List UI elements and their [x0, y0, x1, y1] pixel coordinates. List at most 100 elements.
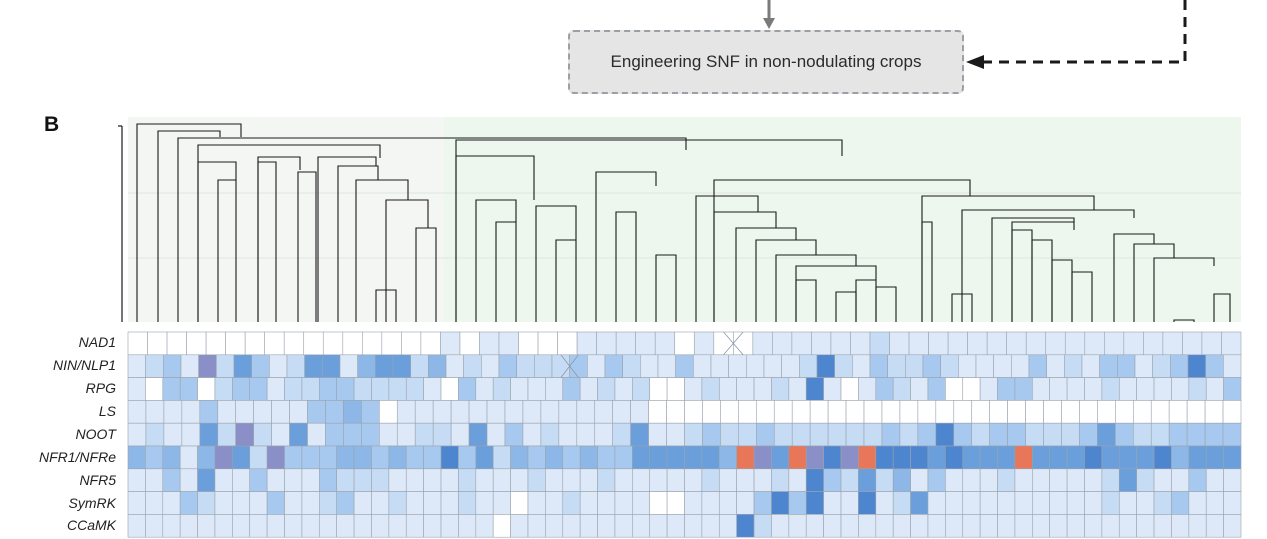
heatmap-cell: [405, 491, 424, 515]
gene-label-nfr1-nfre: NFR1/NFRe: [38, 449, 116, 465]
dendrogram-link: [177, 137, 687, 322]
heatmap-cell: [958, 354, 977, 378]
heatmap-cell: [684, 400, 703, 424]
heatmap-cell: [458, 514, 477, 538]
heatmap-cell: [693, 354, 712, 378]
heatmap-cell: [979, 445, 998, 470]
heatmap-cell: [910, 445, 929, 470]
heatmap-cell: [997, 377, 1016, 401]
heatmap-cell: [388, 377, 407, 401]
dendrogram-link: [217, 179, 237, 322]
heatmap-cell: [405, 468, 424, 492]
heatmap-cell: [736, 491, 755, 515]
heatmap-cell: [336, 468, 355, 492]
dendrogram-link: [1173, 319, 1195, 322]
heatmap-cell: [614, 491, 633, 515]
heatmap-cell: [718, 468, 737, 492]
heatmap-cell: [458, 468, 477, 492]
heatmap-cell: [746, 354, 765, 378]
heatmap-cell: [1032, 377, 1051, 401]
heatmap-cell: [145, 354, 164, 378]
heatmap-cell: [718, 514, 737, 538]
heatmap-cell: [945, 491, 964, 515]
heatmap-cell: [1066, 445, 1085, 470]
dendrogram-link: [535, 205, 577, 322]
heatmap-cell: [558, 400, 578, 424]
heatmap-cell: [720, 422, 739, 447]
heatmap-cell: [322, 331, 344, 356]
heatmap-cell: [127, 331, 148, 356]
heatmap-cell: [823, 491, 842, 515]
dendrogram-link: [713, 211, 777, 322]
heatmap-cell: [713, 331, 734, 356]
dendrogram-link: [1113, 233, 1155, 322]
heatmap-cell: [1049, 514, 1068, 538]
heatmap-cell: [1205, 514, 1224, 538]
heatmap-cell: [551, 354, 570, 378]
heatmap-cell: [597, 514, 616, 538]
heatmap-cell: [1115, 422, 1134, 447]
heatmap-cell: [1223, 468, 1242, 492]
heatmap-cell: [432, 400, 452, 424]
heatmap-cell: [342, 331, 363, 356]
heatmap-cell: [284, 468, 303, 492]
feedback-dashed-line: [980, 0, 1187, 64]
heatmap-cell: [1223, 354, 1242, 378]
heatmap-cell: [899, 422, 919, 447]
heatmap-cell: [1066, 514, 1085, 538]
heatmap-cell: [632, 445, 651, 470]
heatmap-cell: [353, 445, 372, 470]
gene-label-symrk: SymRK: [68, 495, 116, 511]
heatmap-cell: [545, 491, 564, 515]
heatmap-cell: [127, 377, 146, 401]
heatmap-cell: [325, 400, 344, 424]
heatmap-cell: [199, 422, 219, 447]
heatmap-cell: [1188, 468, 1207, 492]
heatmap-cell: [756, 400, 775, 424]
panel-label: B: [44, 113, 60, 136]
heatmap-cell: [684, 445, 703, 470]
heatmap-cell: [162, 514, 181, 538]
heatmap-cell: [1171, 468, 1190, 492]
heatmap-cell: [1025, 422, 1044, 447]
heatmap-cell: [971, 422, 990, 447]
heatmap-cell: [510, 468, 529, 492]
heatmap-cell: [271, 422, 290, 447]
dendrogram-link: [795, 279, 817, 322]
heatmap-cell: [301, 377, 320, 401]
heatmap-cell: [388, 468, 407, 492]
heatmap-cell: [423, 514, 442, 538]
dendrogram-link: [355, 179, 409, 322]
heatmap-cell: [162, 491, 181, 515]
heatmap-cell: [410, 354, 429, 378]
heatmap-cell: [753, 377, 772, 401]
heatmap-cell: [889, 331, 910, 356]
heatmap-cell: [858, 377, 877, 401]
heatmap-cell: [1204, 400, 1224, 424]
heatmap-cell: [823, 377, 842, 401]
heatmap-cell: [693, 331, 715, 356]
heatmap-cell: [336, 514, 355, 538]
heatmap-cell: [962, 377, 981, 401]
heatmap-cell: [657, 354, 676, 378]
dendrogram-link: [1153, 257, 1215, 322]
heatmap-cell: [147, 331, 168, 356]
heatmap-cell: [537, 331, 558, 356]
heatmap-cell: [596, 331, 617, 356]
heatmap-cell: [492, 445, 511, 470]
heatmap-cell: [1097, 400, 1116, 424]
heatmap-cell: [1049, 468, 1068, 492]
heatmap-cell: [1171, 491, 1190, 515]
heatmap-cell: [1049, 445, 1068, 470]
heatmap-cell: [353, 377, 372, 401]
heatmap-cell: [892, 468, 911, 492]
heatmap-cell: [649, 468, 668, 492]
heatmap-cell: [253, 422, 272, 447]
heatmap-cell: [1043, 422, 1062, 447]
heatmap-cell: [811, 331, 832, 356]
heatmap-cell: [353, 514, 372, 538]
heatmap-cell: [1136, 445, 1155, 470]
heatmap-cell: [475, 445, 494, 470]
heatmap-cell: [1084, 331, 1105, 356]
heatmap-cell: [396, 422, 416, 447]
